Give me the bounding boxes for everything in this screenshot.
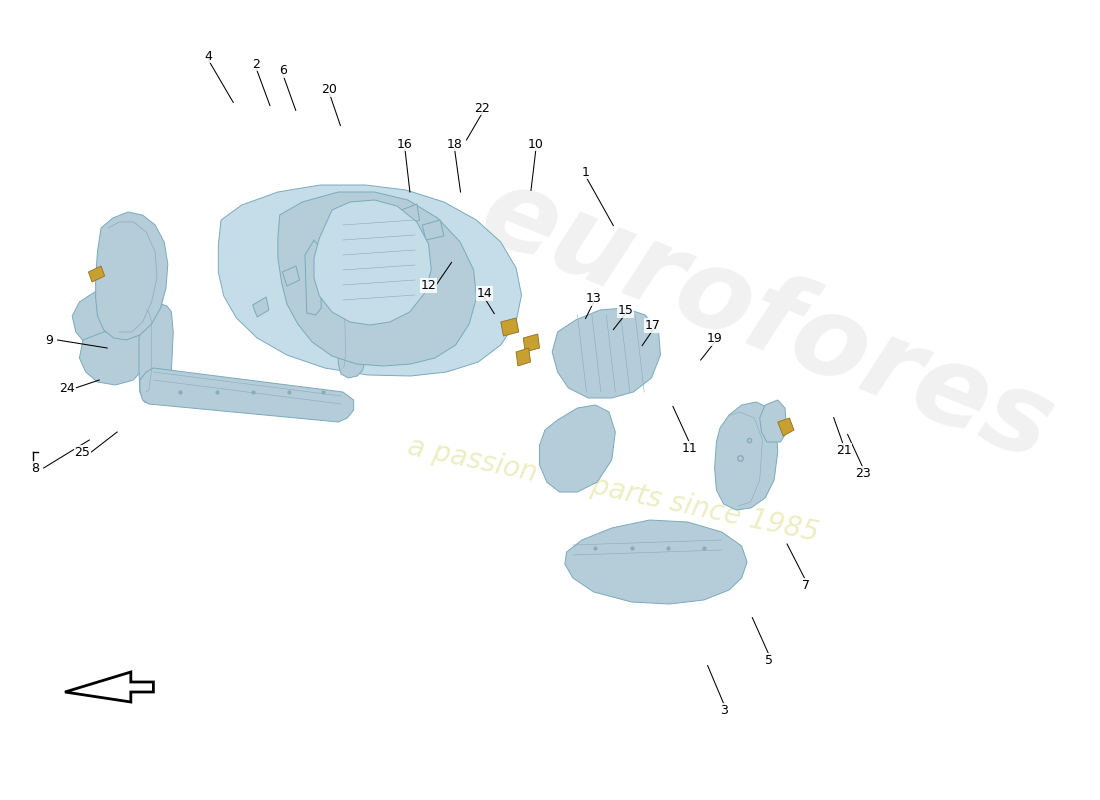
Text: 8: 8	[31, 462, 38, 474]
Text: 25: 25	[75, 446, 90, 458]
Polygon shape	[140, 368, 354, 422]
Text: 7: 7	[802, 579, 810, 592]
Text: 3: 3	[720, 704, 728, 717]
Polygon shape	[539, 405, 615, 492]
Polygon shape	[422, 220, 444, 240]
Text: 13: 13	[585, 292, 602, 305]
Polygon shape	[552, 308, 660, 398]
Text: 20: 20	[321, 83, 338, 96]
Polygon shape	[500, 318, 519, 336]
Text: eurofores: eurofores	[465, 157, 1068, 483]
Text: 1: 1	[582, 166, 590, 178]
Polygon shape	[283, 266, 299, 286]
Polygon shape	[139, 302, 173, 404]
Text: 6: 6	[279, 64, 287, 77]
Polygon shape	[338, 302, 365, 378]
Text: 5: 5	[766, 654, 773, 666]
Polygon shape	[778, 418, 794, 436]
Text: 10: 10	[528, 138, 543, 150]
Text: 21: 21	[836, 444, 851, 457]
Text: 11: 11	[682, 442, 697, 454]
Polygon shape	[516, 348, 530, 366]
Polygon shape	[88, 266, 104, 282]
Text: 24: 24	[59, 382, 76, 394]
Text: 12: 12	[421, 279, 437, 292]
Polygon shape	[96, 212, 168, 340]
Text: 14: 14	[476, 287, 492, 300]
Polygon shape	[352, 292, 372, 318]
Text: 19: 19	[706, 332, 723, 345]
Text: 15: 15	[617, 304, 634, 317]
Polygon shape	[715, 402, 778, 510]
Text: 4: 4	[205, 50, 212, 62]
Polygon shape	[402, 204, 419, 226]
Polygon shape	[760, 400, 786, 442]
Polygon shape	[218, 185, 521, 376]
Text: a passion for parts since 1985: a passion for parts since 1985	[406, 433, 822, 547]
Polygon shape	[278, 192, 476, 366]
Text: 18: 18	[447, 138, 462, 150]
Polygon shape	[564, 520, 747, 604]
Text: 16: 16	[397, 138, 412, 150]
Text: 2: 2	[252, 58, 260, 70]
Text: 17: 17	[645, 319, 661, 332]
Polygon shape	[65, 672, 153, 702]
Polygon shape	[524, 334, 539, 352]
Polygon shape	[314, 200, 431, 325]
Polygon shape	[79, 328, 148, 385]
Polygon shape	[254, 218, 485, 295]
Text: 9: 9	[46, 334, 54, 346]
Text: 22: 22	[474, 102, 491, 114]
Polygon shape	[253, 297, 268, 317]
Polygon shape	[73, 272, 163, 350]
Polygon shape	[305, 240, 321, 315]
Text: 23: 23	[856, 467, 871, 480]
